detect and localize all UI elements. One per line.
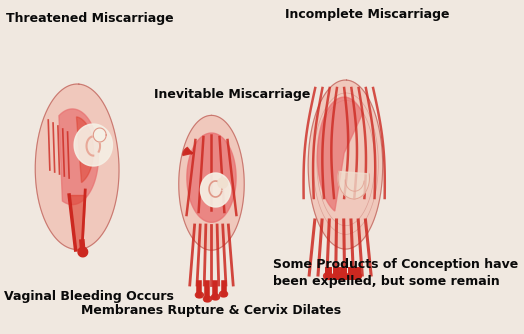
- Polygon shape: [35, 84, 119, 249]
- Polygon shape: [353, 273, 362, 280]
- Polygon shape: [318, 97, 363, 211]
- Polygon shape: [338, 172, 369, 199]
- Text: Inevitable Miscarriage: Inevitable Miscarriage: [155, 88, 311, 101]
- Polygon shape: [201, 173, 231, 207]
- Polygon shape: [220, 291, 227, 297]
- Polygon shape: [203, 296, 212, 302]
- Polygon shape: [78, 247, 88, 257]
- Polygon shape: [77, 117, 93, 182]
- Polygon shape: [212, 294, 220, 300]
- Text: Vaginal Bleeding Occurs: Vaginal Bleeding Occurs: [4, 290, 174, 303]
- Polygon shape: [337, 272, 348, 280]
- Polygon shape: [74, 124, 113, 166]
- Polygon shape: [308, 80, 383, 249]
- Polygon shape: [332, 273, 340, 279]
- Polygon shape: [347, 273, 354, 279]
- Polygon shape: [218, 178, 227, 188]
- Text: Incomplete Miscarriage: Incomplete Miscarriage: [286, 8, 450, 21]
- Text: Threatened Miscarriage: Threatened Miscarriage: [6, 12, 174, 25]
- Polygon shape: [93, 128, 106, 142]
- Polygon shape: [187, 133, 236, 222]
- Polygon shape: [195, 292, 203, 298]
- Text: Membranes Rupture & Cervix Dilates: Membranes Rupture & Cervix Dilates: [81, 304, 341, 317]
- Text: Some Products of Conception have
been expelled, but some remain: Some Products of Conception have been ex…: [274, 258, 519, 288]
- Polygon shape: [179, 115, 244, 250]
- Polygon shape: [59, 109, 99, 205]
- Polygon shape: [324, 273, 333, 280]
